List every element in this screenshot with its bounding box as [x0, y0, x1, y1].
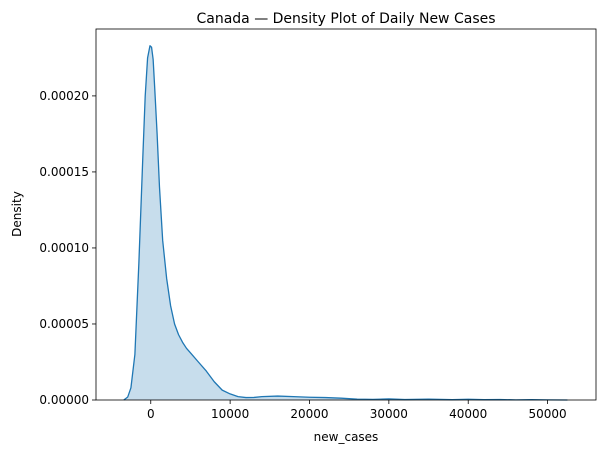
- y-axis-label: Density: [10, 191, 24, 237]
- x-tick-label: 50000: [528, 407, 566, 421]
- plot-area: [123, 45, 568, 401]
- x-axis-label: new_cases: [314, 430, 379, 444]
- x-tick-label: 10000: [211, 407, 249, 421]
- y-tick-label: 0.00015: [39, 165, 89, 179]
- axes-frame: [95, 28, 597, 401]
- y-axis: 0.00000 0.00005 0.00010 0.00015 0.00020: [39, 89, 96, 407]
- chart-title: Canada — Density Plot of Daily New Cases: [196, 11, 495, 27]
- density-curve-line: [123, 45, 568, 401]
- x-tick-label: 0: [147, 407, 155, 421]
- x-tick-label: 20000: [290, 407, 328, 421]
- y-tick-label: 0.00010: [39, 241, 89, 255]
- x-tick-label: 30000: [370, 407, 408, 421]
- y-tick-label: 0.00000: [39, 393, 89, 407]
- x-axis: 0 10000 20000 30000 40000 50000: [147, 400, 567, 421]
- x-tick-label: 40000: [449, 407, 487, 421]
- y-tick-label: 0.00005: [39, 317, 89, 331]
- density-area-fill: [123, 45, 568, 400]
- y-tick-label: 0.00020: [39, 89, 89, 103]
